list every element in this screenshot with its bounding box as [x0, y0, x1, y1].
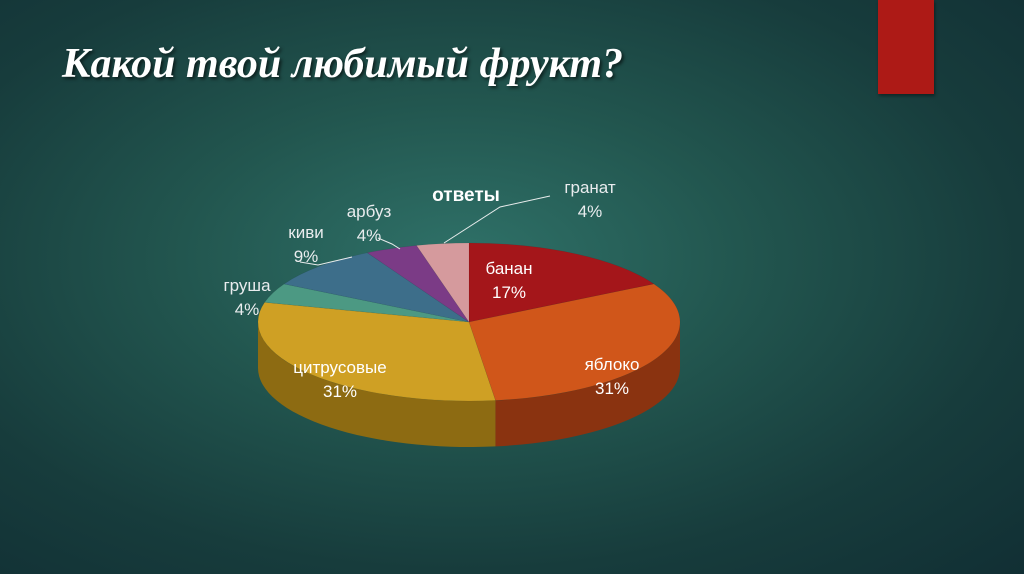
slice-1-label: яблоко: [585, 355, 640, 374]
pie-labels: банан 17% яблоко 31% цитрусовые 31% груша 4% кив…: [223, 178, 639, 401]
pie-tops: [257, 242, 681, 402]
slice-5-leader-line: [377, 237, 401, 250]
slice-1-side: [495, 322, 680, 447]
slice-2-top: [257, 302, 496, 402]
slice-3-label: груша: [223, 276, 271, 295]
pie-leaders: [299, 195, 551, 266]
slice-0-label: банан: [485, 259, 532, 278]
slice-5-percent-label: 4%: [357, 226, 382, 245]
slice-5-label: арбуз: [347, 202, 392, 221]
chart-title: ответы: [432, 185, 500, 206]
slice-4-label: киви: [288, 223, 323, 242]
accent-bar: [878, 0, 934, 94]
slice-0-top: [468, 242, 655, 323]
slice-2-side: [258, 322, 496, 448]
slice-1-percent-label: 31%: [595, 379, 629, 398]
slice-4-top: [283, 252, 470, 323]
slice-2-percent-label: 31%: [323, 382, 357, 401]
slice-4-percent-label: 9%: [294, 247, 319, 266]
slice-1-top: [468, 283, 681, 401]
slice-0-percent-label: 17%: [492, 283, 526, 302]
slide-title: Какой твой любимый фрукт?: [62, 41, 624, 87]
slice-4-leader-line: [299, 256, 353, 266]
slice-6-label: гранат: [564, 178, 616, 197]
pie-sides: [258, 322, 680, 448]
slice-3-top: [264, 283, 470, 323]
slice-6-top: [415, 242, 470, 323]
slice-5-top: [366, 245, 470, 323]
slice-3-percent-label: 4%: [235, 300, 260, 319]
slice-2-label: цитрусовые: [293, 358, 386, 377]
slice-6-percent-label: 4%: [578, 202, 603, 221]
slice-6-leader-line: [443, 195, 551, 244]
